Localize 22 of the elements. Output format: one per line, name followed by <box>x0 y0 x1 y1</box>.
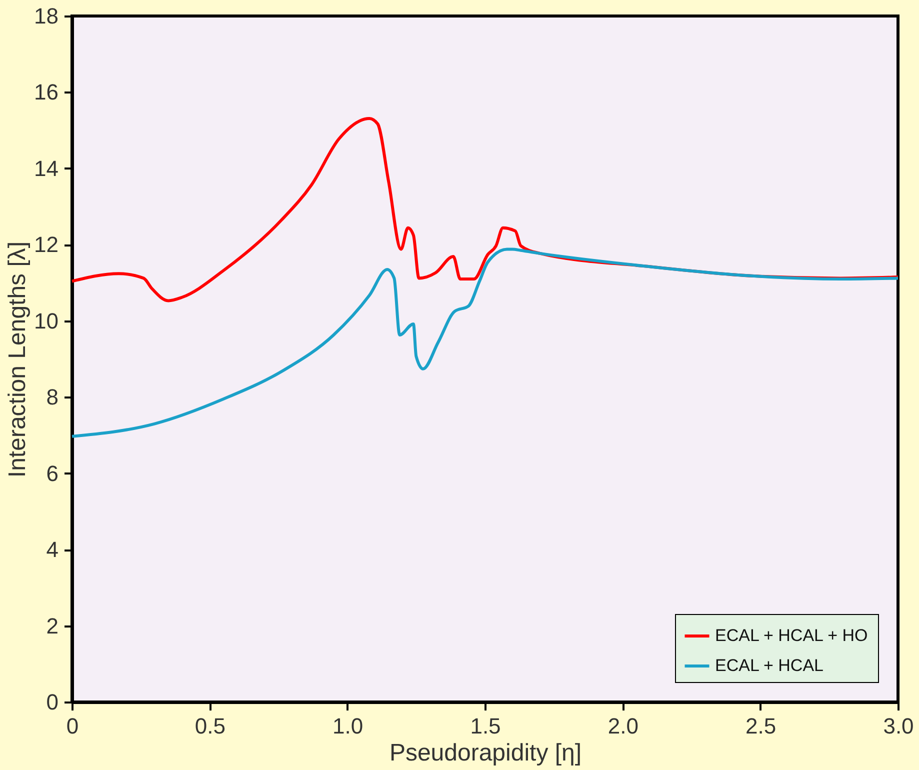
legend-label: ECAL + HCAL + HO <box>715 626 868 645</box>
y-tick-label: 2 <box>46 613 58 638</box>
y-tick-label: 16 <box>34 80 58 105</box>
x-tick-label: 1.5 <box>470 714 501 738</box>
x-tick-label: 3.0 <box>883 714 914 738</box>
y-tick-label: 12 <box>34 232 58 258</box>
y-tick-label: 8 <box>46 384 58 410</box>
x-tick-label: 0 <box>66 714 79 738</box>
y-tick-label: 0 <box>46 690 58 714</box>
x-tick-label: 2.5 <box>746 714 776 738</box>
y-axis-title: Interaction Lengths [λ] <box>4 241 32 478</box>
line-series <box>70 248 900 438</box>
x-tick-label: 1.0 <box>332 714 364 738</box>
legend-label: ECAL + HCAL <box>715 656 824 675</box>
x-axis-title: Pseudorapidity [η] <box>389 740 582 766</box>
y-tick-label: 18 <box>34 4 58 28</box>
y-tick-label: 10 <box>34 308 58 334</box>
y-tick-label: 6 <box>46 460 58 486</box>
y-tick-label: 4 <box>46 537 58 562</box>
y-tick-label: 14 <box>34 156 58 181</box>
x-tick-label: 2.0 <box>608 714 638 738</box>
x-tick-label: 0.5 <box>194 714 226 738</box>
